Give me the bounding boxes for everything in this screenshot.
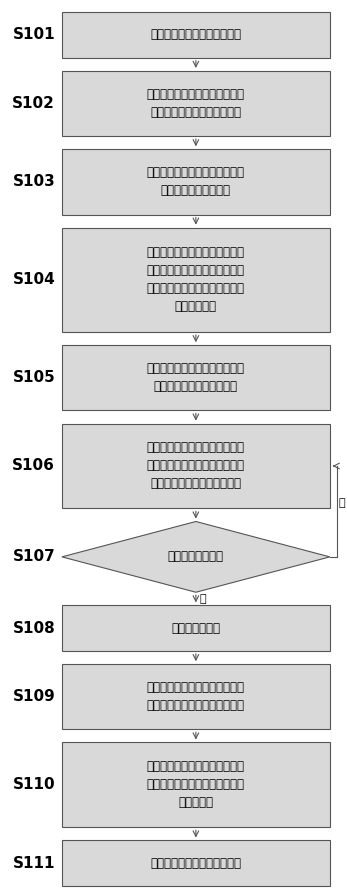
Text: S102: S102 (12, 96, 55, 111)
Text: S109: S109 (12, 690, 55, 705)
Text: 注入甲烷气体，令孔隙压力为实
际水合物孔隙压力，保持系统温
度低于零度，开始生成水合物: 注入甲烷气体，令孔隙压力为实 际水合物孔隙压力，保持系统温 度低于零度，开始生成… (147, 442, 245, 491)
Text: 是: 是 (338, 498, 345, 508)
FancyBboxPatch shape (62, 70, 330, 136)
FancyBboxPatch shape (62, 345, 330, 410)
Text: 提高样品温度为实际水合物温度
并调整孔隙压力为实际孔隙压力: 提高样品温度为实际水合物温度 并调整孔隙压力为实际孔隙压力 (147, 681, 245, 712)
Text: 否: 否 (199, 594, 206, 604)
FancyBboxPatch shape (62, 12, 330, 58)
FancyBboxPatch shape (62, 227, 330, 332)
Text: 系统压力是否下降: 系统压力是否下降 (168, 550, 224, 564)
Text: 关闭反应釜，按照实际条件的地
质力学数据设置围压和轴压: 关闭反应釜，按照实际条件的地 质力学数据设置围压和轴压 (147, 362, 245, 393)
Text: S106: S106 (12, 458, 55, 474)
FancyBboxPatch shape (62, 424, 330, 508)
Text: S107: S107 (12, 549, 55, 565)
Text: 水合物生成结束: 水合物生成结束 (171, 622, 220, 635)
Text: 利用冰粉制作系统制作所需质量
及所需颗粒大小的冰粉: 利用冰粉制作系统制作所需质量 及所需颗粒大小的冰粉 (147, 167, 245, 197)
Polygon shape (62, 522, 330, 592)
Text: S108: S108 (12, 621, 55, 636)
Text: 人工制作与实际相同的多孔介质
或者直接采用实际沉积物样品: 人工制作与实际相同的多孔介质 或者直接采用实际沉积物样品 (147, 88, 245, 119)
FancyBboxPatch shape (62, 665, 330, 730)
Text: 真实海底水合物样品制作完成: 真实海底水合物样品制作完成 (150, 857, 242, 870)
Text: 按照水合物样品形态学数据，通
过冰粉填充系统向反应釜内填充
多孔介质与冰粉，操作环境温度
控制在零下。: 按照水合物样品形态学数据，通 过冰粉填充系统向反应釜内填充 多孔介质与冰粉，操作… (147, 246, 245, 313)
Text: S103: S103 (12, 174, 55, 189)
Text: 测量真实海洋水合物样品物性: 测量真实海洋水合物样品物性 (150, 29, 242, 41)
Text: S111: S111 (12, 855, 55, 871)
FancyBboxPatch shape (62, 742, 330, 828)
FancyBboxPatch shape (62, 606, 330, 651)
Text: S101: S101 (12, 28, 55, 43)
Text: S105: S105 (12, 370, 55, 385)
Text: S110: S110 (12, 778, 55, 792)
Text: S104: S104 (12, 272, 55, 287)
FancyBboxPatch shape (62, 840, 330, 886)
Text: 通过注水系统向反应釜内注水并
驱除剩余自由气，期间压力与温
度保持不变: 通过注水系统向反应釜内注水并 驱除剩余自由气，期间压力与温 度保持不变 (147, 760, 245, 809)
FancyBboxPatch shape (62, 149, 330, 215)
